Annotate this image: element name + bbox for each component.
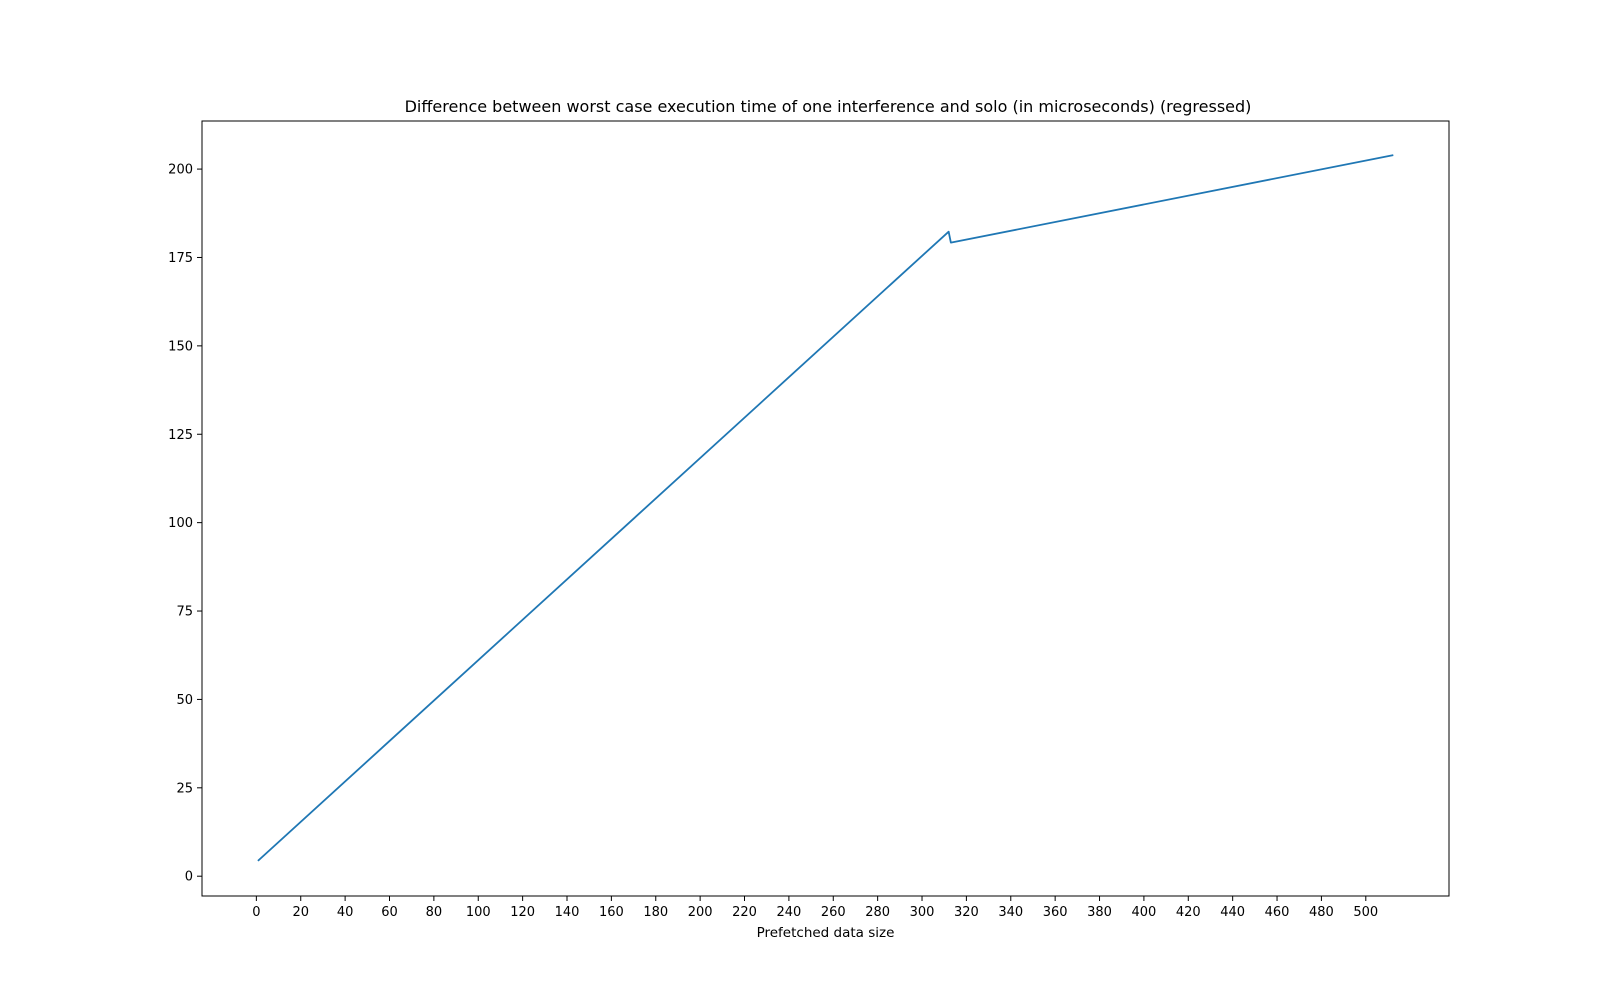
x-tick-label: 480 bbox=[1309, 905, 1334, 920]
plot-area-frame bbox=[201, 120, 1450, 897]
y-tick-label: 75 bbox=[176, 605, 193, 620]
x-tick-label: 200 bbox=[688, 905, 713, 920]
x-tick-label: 380 bbox=[1087, 905, 1112, 920]
x-tick-label: 140 bbox=[555, 905, 580, 920]
x-tick-label: 440 bbox=[1220, 905, 1245, 920]
y-tick-label: 150 bbox=[168, 339, 193, 354]
x-tick-label: 220 bbox=[732, 905, 757, 920]
x-tick-label: 20 bbox=[292, 905, 309, 920]
x-tick-label: 240 bbox=[776, 905, 801, 920]
x-tick-label: 100 bbox=[466, 905, 491, 920]
y-tick-label: 0 bbox=[185, 870, 193, 885]
x-axis-ticks: 0 20 40 60 80 100 120 140 160 180 200 220 240 260 280 3… bbox=[252, 896, 1378, 920]
x-tick-label: 340 bbox=[998, 905, 1023, 920]
x-tick-label: 360 bbox=[1043, 905, 1068, 920]
x-tick-label: 500 bbox=[1353, 905, 1378, 920]
x-tick-label: 300 bbox=[910, 905, 935, 920]
x-tick-label: 180 bbox=[643, 905, 668, 920]
x-tick-label: 420 bbox=[1176, 905, 1201, 920]
y-tick-label: 100 bbox=[168, 516, 193, 531]
chart-title: Difference between worst case execution … bbox=[405, 97, 1252, 116]
series-line-0 bbox=[257, 154, 1394, 862]
y-axis-ticks: 0 25 50 75 100 125 150 175 200 bbox=[168, 163, 202, 885]
x-tick-label: 0 bbox=[252, 905, 260, 920]
x-tick-label: 460 bbox=[1265, 905, 1290, 920]
x-tick-label: 260 bbox=[821, 905, 846, 920]
y-tick-label: 125 bbox=[168, 428, 193, 443]
y-tick-label: 175 bbox=[168, 251, 193, 266]
x-tick-label: 80 bbox=[426, 905, 443, 920]
x-tick-label: 400 bbox=[1131, 905, 1156, 920]
x-tick-label: 40 bbox=[337, 905, 354, 920]
x-tick-label: 160 bbox=[599, 905, 624, 920]
y-tick-label: 50 bbox=[176, 693, 193, 708]
y-tick-label: 200 bbox=[168, 163, 193, 178]
x-tick-label: 60 bbox=[381, 905, 398, 920]
x-tick-label: 280 bbox=[865, 905, 890, 920]
x-tick-label: 120 bbox=[510, 905, 535, 920]
series-layer bbox=[257, 154, 1394, 862]
x-axis-label: Prefetched data size bbox=[757, 925, 895, 941]
x-tick-label: 320 bbox=[954, 905, 979, 920]
y-tick-label: 25 bbox=[176, 781, 193, 796]
